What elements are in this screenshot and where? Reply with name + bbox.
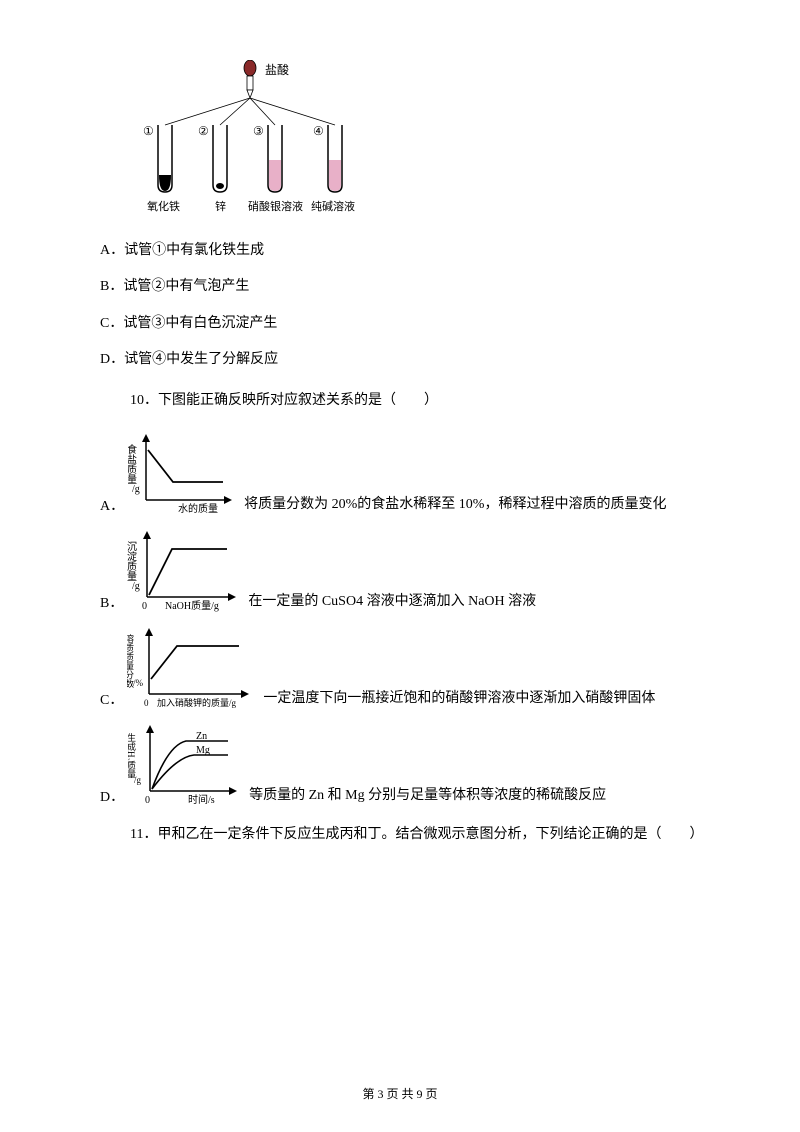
page-footer: 第 3 页 共 9 页 [0, 1085, 800, 1102]
graph-a: 食盐质量 /g 水的质量 [128, 430, 238, 515]
option-text-a: 将质量分数为 20%的食盐水稀释至 10%，稀释过程中溶质的质量变化 [244, 493, 666, 515]
svg-text:NaOH质量/g: NaOH质量/g [165, 600, 219, 612]
svg-text:纯碱溶液: 纯碱溶液 [311, 199, 355, 213]
option-text-d: 等质量的 Zn 和 Mg 分别与足量等体积等浓度的稀硫酸反应 [249, 784, 606, 806]
option-letter-a: A． [100, 495, 124, 515]
answer-a: A．试管①中有氯化铁生成 [100, 240, 730, 262]
svg-text:加入硝酸钾的质量/g: 加入硝酸钾的质量/g [157, 697, 237, 708]
q10-option-b: B． 沉淀质量 /g 0 NaOH质量/g 在一定量的 CuSO4 溶液中逐滴加… [100, 527, 730, 612]
svg-text:硝酸银溶液: 硝酸银溶液 [248, 199, 303, 213]
option-text-b: 在一定量的 CuSO4 溶液中逐滴加入 NaOH 溶液 [248, 590, 536, 612]
q10-stem: 10．下图能正确反映所对应叙述关系的是（ ） [130, 390, 730, 412]
svg-text:水的质量: 水的质量 [178, 502, 218, 515]
option-text-c: 一定温度下向一瓶接近饱和的硝酸钾溶液中逐渐加入硝酸钾固体 [263, 687, 655, 709]
option-letter-c: C． [100, 689, 123, 709]
svg-text:/g: /g [132, 484, 140, 495]
option-letter-d: D． [100, 786, 124, 806]
tubes-svg: 盐酸 ① ② ③ ④ 氧化铁 锌 硝酸银溶液 纯碱溶液 [125, 60, 380, 220]
svg-text:①: ① [143, 124, 154, 138]
answer-c: C．试管③中有白色沉淀产生 [100, 313, 730, 335]
svg-text:Mg: Mg [196, 745, 210, 756]
svg-text:③: ③ [253, 124, 264, 138]
svg-text:/g: /g [132, 581, 140, 592]
svg-text:②: ② [198, 124, 209, 138]
svg-text:④: ④ [313, 124, 324, 138]
graph-c: 溶质质量分数 /% 0 加入硝酸钾的质量/g [127, 624, 257, 709]
svg-text:氧化铁: 氧化铁 [147, 199, 180, 213]
q10-option-c: C． 溶质质量分数 /% 0 加入硝酸钾的质量/g 一定温度下向一瓶接近饱和的硝… [100, 624, 730, 709]
answer-d: D．试管④中发生了分解反应 [100, 349, 730, 371]
graph-d: 生成H₂质量 /g 0 时间/s Zn Mg [128, 721, 243, 806]
svg-text:时间/s: 时间/s [188, 793, 215, 806]
graph-b: 沉淀质量 /g 0 NaOH质量/g [127, 527, 242, 612]
q10-option-a: A． 食盐质量 /g 水的质量 将质量分数为 20%的食盐水稀释至 10%，稀释… [100, 430, 730, 515]
option-letter-b: B． [100, 592, 123, 612]
svg-text:0: 0 [144, 698, 149, 708]
svg-text:沉淀质量: 沉淀质量 [127, 540, 137, 581]
reagent-tubes-diagram: 盐酸 ① ② ③ ④ 氧化铁 锌 硝酸银溶液 纯碱溶液 [125, 60, 730, 220]
svg-text:盐酸: 盐酸 [265, 62, 289, 77]
q11-stem: 11．甲和乙在一定条件下反应生成丙和丁。结合微观示意图分析，下列结论正确的是（ … [130, 824, 730, 846]
svg-text:食盐质量: 食盐质量 [128, 443, 137, 484]
svg-text:生成H₂质量: 生成H₂质量 [128, 732, 136, 779]
svg-text:0: 0 [145, 795, 150, 806]
answer-b: B．试管②中有气泡产生 [100, 276, 730, 298]
svg-text:0: 0 [142, 601, 147, 612]
q10-option-d: D． 生成H₂质量 /g 0 时间/s Zn Mg 等质量的 Zn 和 Mg 分… [100, 721, 730, 806]
svg-text:/g: /g [134, 775, 142, 785]
svg-text:锌: 锌 [215, 199, 226, 213]
svg-text:Zn: Zn [196, 731, 207, 742]
svg-text:/%: /% [133, 678, 144, 688]
